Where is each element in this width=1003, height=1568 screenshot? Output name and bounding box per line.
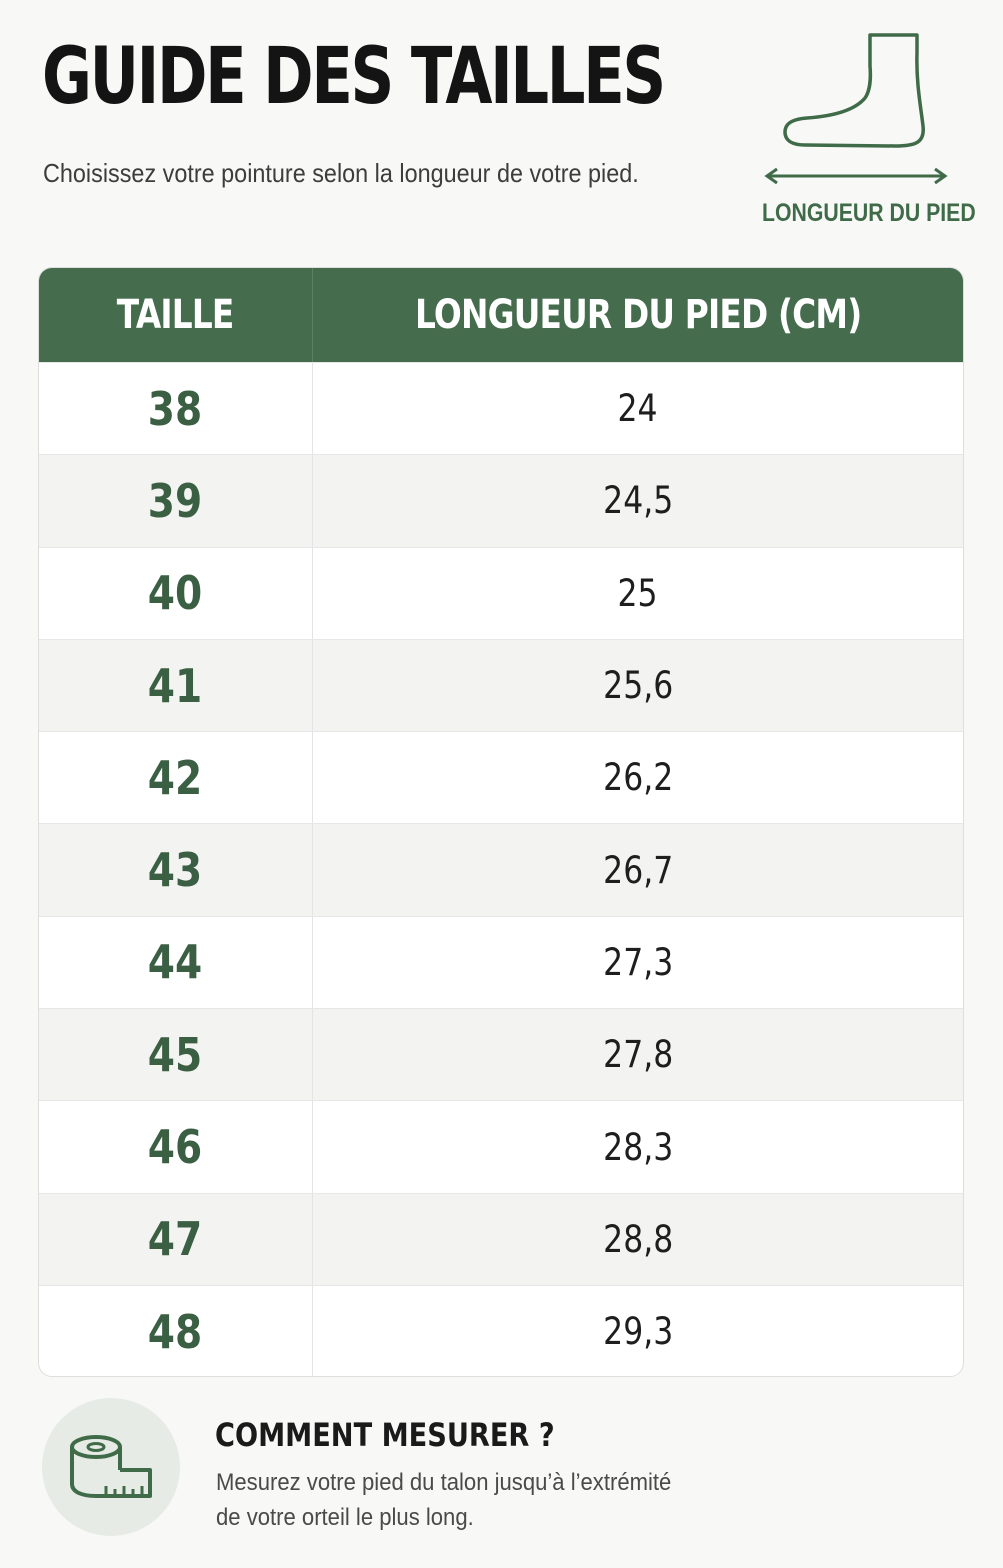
size-cell: 40 (39, 547, 313, 639)
column-header-size: TAILLE (39, 268, 313, 362)
table-row: 48 29,3 (39, 1284, 963, 1376)
length-cell: 26,7 (602, 848, 674, 892)
size-cell: 38 (39, 363, 313, 455)
size-cell: 41 (39, 639, 313, 732)
size-cell: 39 (39, 455, 313, 547)
foot-icon (764, 33, 948, 185)
table-row: 38 24 (39, 362, 963, 455)
size-cell: 46 (39, 1101, 313, 1193)
tip-title: COMMENT MESURER ? (215, 1416, 555, 1454)
table-header: TAILLE LONGUEUR DU PIED (CM) (39, 268, 963, 362)
table-row: 42 26,2 (39, 731, 963, 824)
length-cell: 25,6 (602, 664, 674, 708)
size-cell: 45 (39, 1009, 313, 1101)
page-subtitle: Choisissez votre pointure selon la longu… (43, 158, 639, 188)
length-cell: 26,2 (602, 756, 674, 800)
size-cell: 48 (39, 1285, 313, 1376)
table-row: 41 25,6 (39, 638, 963, 732)
length-cell: 27,3 (602, 940, 674, 984)
foot-length-label: LONGUEUR DU PIED (762, 199, 976, 227)
table-row: 47 28,8 (39, 1192, 963, 1285)
table-row: 39 24,5 (39, 454, 963, 547)
table-row: 44 27,3 (39, 915, 963, 1009)
page-title: GUIDE DES TAILLES (42, 32, 666, 122)
tip-line: Mesurez votre pied du talon jusqu’à l’ex… (216, 1469, 672, 1496)
length-cell: 25 (617, 571, 659, 615)
tip-text: Mesurez votre pied du talon jusqu’à l’ex… (216, 1465, 731, 1535)
length-cell: 24 (617, 387, 659, 431)
table-row: 43 26,7 (39, 823, 963, 916)
measuring-tape-icon (70, 1435, 152, 1498)
size-cell: 47 (39, 1193, 313, 1285)
length-cell: 29,3 (602, 1310, 674, 1354)
size-cell: 44 (39, 916, 313, 1009)
table-row: 45 27,8 (39, 1008, 963, 1101)
size-table: TAILLE LONGUEUR DU PIED (CM) 38 24 39 24… (38, 267, 964, 1377)
table-row: 40 25 (39, 546, 963, 639)
size-cell: 43 (39, 824, 313, 916)
length-cell: 24,5 (602, 479, 674, 523)
length-cell: 28,3 (602, 1125, 674, 1169)
tip-line: de votre orteil le plus long. (216, 1504, 474, 1531)
size-cell: 42 (39, 732, 313, 824)
length-cell: 27,8 (602, 1033, 674, 1077)
column-header-length: LONGUEUR DU PIED (CM) (414, 292, 862, 338)
table-row: 46 28,3 (39, 1100, 963, 1193)
tip-icon-badge (42, 1398, 180, 1536)
length-cell: 28,8 (602, 1217, 674, 1261)
